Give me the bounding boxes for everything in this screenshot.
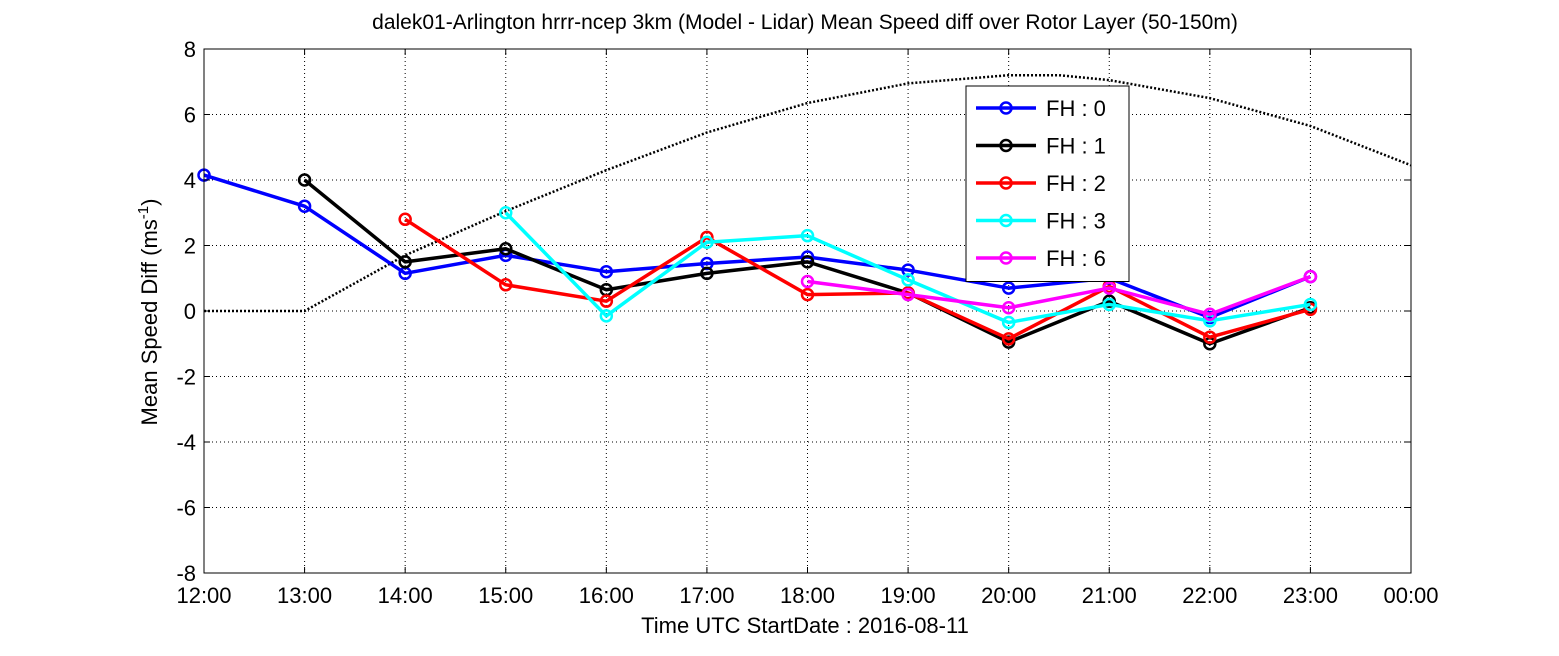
series-line [203, 173, 1312, 320]
data-point [800, 274, 815, 289]
y-tick-label: 8 [184, 37, 196, 62]
data-point [901, 273, 915, 287]
x-tick-label: 17:00 [679, 583, 734, 608]
legend-label: FH : 2 [1046, 171, 1106, 196]
x-tick-label: 19:00 [881, 583, 936, 608]
legend-marker [999, 101, 1013, 115]
data-point [1001, 300, 1016, 315]
x-tick-label: 14:00 [378, 583, 433, 608]
y-axis-label-sup: -1 [135, 206, 152, 219]
reference-curve-line [204, 73, 1412, 313]
reference-curve [204, 73, 1412, 313]
x-tick-label: 16:00 [579, 583, 634, 608]
data-point [599, 309, 614, 323]
y-axis-label-close: ) [137, 199, 162, 206]
data-point [1303, 269, 1318, 284]
legend-marker [999, 138, 1013, 153]
x-tick-label: 23:00 [1283, 583, 1338, 608]
data-point [499, 242, 513, 256]
series-fh-1 [297, 173, 1318, 351]
y-tick-labels: 8 6 4 2 0 -2 -4 -6 -8 [176, 37, 1411, 586]
legend-label: FH : 1 [1046, 134, 1106, 159]
data-point [297, 199, 312, 213]
data-point [499, 206, 513, 220]
data-point [1102, 281, 1116, 295]
legend-label: FH : 0 [1046, 96, 1106, 121]
data-point [800, 228, 815, 243]
data-point [1001, 281, 1016, 295]
data-point [700, 235, 714, 249]
x-tick-label: 13:00 [277, 583, 332, 608]
data-point [1303, 302, 1318, 317]
series-line [504, 211, 1311, 325]
x-tick-label: 20:00 [981, 583, 1036, 608]
series-line [303, 178, 1312, 346]
x-tick-label: 15:00 [478, 583, 533, 608]
chart-title: dalek01-Arlington hrrr-ncep 3km (Model -… [372, 11, 1238, 34]
data-point [800, 287, 815, 302]
legend-label: FH : 3 [1046, 209, 1106, 234]
data-point [599, 294, 614, 308]
legend: FH : 0 FH : 1 FH : 2 FH : 3 FH : 6 [965, 85, 1130, 282]
data-point [1303, 297, 1318, 312]
y-tick-label: 6 [184, 103, 196, 128]
x-tick-labels: 12:00 13:00 14:00 15:00 16:00 17:00 18:00 19:00… [176, 49, 1439, 608]
data-point [700, 266, 714, 281]
legend-marker [999, 176, 1013, 190]
legend-marker [999, 213, 1013, 228]
series-line [807, 274, 1312, 317]
series-fh-3 [499, 206, 1318, 330]
data-point [901, 287, 915, 302]
x-tick-label: 00:00 [1383, 583, 1438, 608]
data-point [398, 255, 412, 269]
y-tick-label: -2 [176, 365, 196, 390]
legend-label: FH : 6 [1046, 246, 1106, 271]
x-tick-label: 22:00 [1182, 583, 1237, 608]
data-point [1102, 297, 1116, 312]
data-point [599, 264, 614, 279]
y-tick-label: 0 [184, 299, 196, 324]
data-point [1203, 330, 1217, 344]
x-tick-label: 21:00 [1082, 583, 1137, 608]
x-tick-label: 12:00 [176, 583, 231, 608]
data-point [1203, 307, 1217, 322]
y-tick-label: 2 [184, 234, 196, 259]
series-group [197, 168, 1318, 351]
legend-marker [999, 251, 1013, 265]
y-axis-label-main: Mean Speed Diff (ms [137, 219, 162, 425]
y-tick-label: -4 [176, 430, 196, 455]
y-axis-label: Mean Speed Diff (ms-1) [135, 199, 162, 426]
data-point [1001, 315, 1016, 330]
y-tick-label: -6 [176, 496, 196, 521]
x-axis-label: Time UTC StartDate : 2016-08-11 [641, 613, 969, 638]
x-tick-label: 18:00 [780, 583, 835, 608]
y-tick-label: -8 [176, 561, 196, 586]
data-point [499, 278, 513, 292]
data-point [297, 173, 312, 187]
data-point [398, 212, 412, 227]
data-point [1001, 332, 1016, 346]
y-tick-label: 4 [184, 168, 196, 193]
series-fh-6 [800, 269, 1318, 322]
data-point [800, 255, 815, 269]
